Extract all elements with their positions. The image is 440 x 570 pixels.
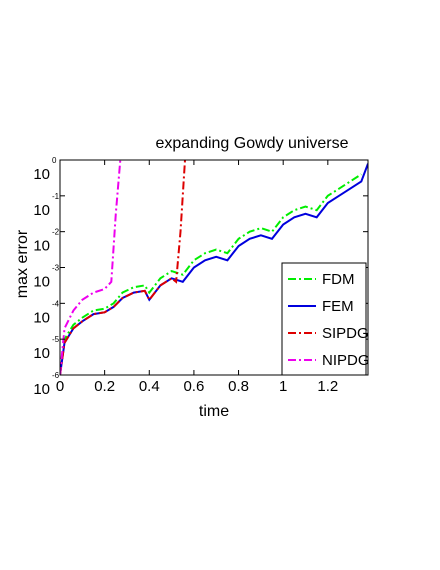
- y-tick-label: 10: [33, 202, 50, 219]
- x-axis-ticks: 0 0.2 0.4 0.6 0.8 1 1.2: [56, 160, 338, 395]
- y-tick-label: 10: [33, 274, 50, 291]
- x-tick-label: 0.8: [228, 378, 249, 395]
- y-tick-label: 10: [33, 166, 50, 183]
- legend-box: [281, 262, 367, 376]
- series-line-fdm: [60, 173, 362, 375]
- y-tick-label: 10: [33, 381, 50, 398]
- legend-label-fdm: FDM: [322, 271, 355, 288]
- y-tick-exponent: -3: [52, 264, 60, 273]
- x-tick-label: 0.2: [94, 378, 115, 395]
- series-line-nipdg: [60, 160, 122, 375]
- x-axis-label: time: [199, 403, 229, 420]
- y-tick-label: 10: [33, 345, 50, 362]
- series-layer: [60, 160, 368, 375]
- x-tick-label: 0.4: [139, 378, 160, 395]
- y-axis-label: max error: [14, 229, 31, 298]
- y-tick-exponent: -4: [52, 299, 60, 308]
- y-tick-exponent: -1: [52, 192, 60, 201]
- y-tick-exponent: 0: [52, 156, 57, 165]
- legend: FDM FEM SIPDG NIPDG: [281, 262, 370, 376]
- y-tick-exponent: -6: [52, 371, 60, 380]
- legend-label-fem: FEM: [322, 298, 354, 315]
- x-tick-label: 0.6: [183, 378, 204, 395]
- legend-label-nipdg: NIPDG: [322, 352, 370, 369]
- y-tick-exponent: -2: [52, 228, 60, 237]
- y-tick-label: 10: [33, 309, 50, 326]
- chart-title: expanding Gowdy universe: [155, 135, 348, 152]
- y-tick-exponent: -5: [52, 335, 60, 344]
- series-line-sipdg: [60, 160, 186, 375]
- y-tick-label: 10: [33, 238, 50, 255]
- x-tick-label: 1: [279, 378, 287, 395]
- legend-label-sipdg: SIPDG: [322, 325, 369, 342]
- x-tick-label: 1.2: [317, 378, 338, 395]
- x-tick-label: 0: [56, 378, 64, 395]
